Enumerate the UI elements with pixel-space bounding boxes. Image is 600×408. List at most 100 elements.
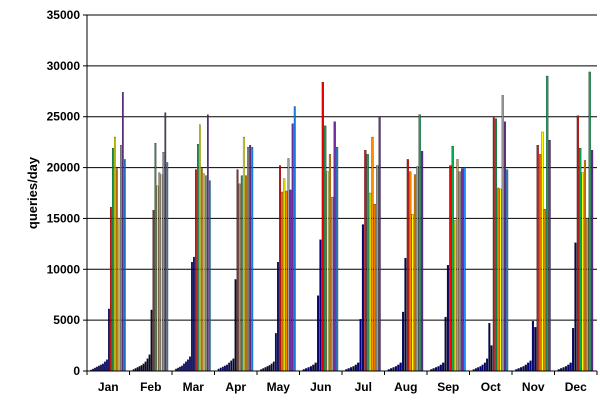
bar-mar-11: [197, 144, 199, 372]
bar-mar-8: [191, 262, 193, 372]
bar-aug-7: [404, 257, 407, 372]
bar-jul-12: [373, 204, 376, 372]
y-axis-label: queries/day: [25, 156, 40, 229]
bar-mar-9: [193, 256, 195, 372]
bar-mar-10: [195, 169, 197, 372]
bar-jun-3: [309, 366, 312, 372]
bar-feb-16: [164, 112, 167, 372]
bar-sep-4: [439, 364, 442, 372]
bar-feb-13: [158, 172, 161, 372]
bar-jan-7: [104, 361, 106, 372]
x-tick-label-sep: Sep: [437, 380, 459, 394]
bar-jun-5: [314, 362, 317, 372]
bar-jun-12: [331, 196, 334, 372]
bar-dec-4: [567, 364, 570, 372]
bar-feb-5: [142, 363, 145, 372]
bar-jul-2: [350, 367, 353, 372]
bar-apr-16: [251, 147, 254, 372]
bar-sep-7: [446, 265, 449, 372]
bar-apr-7: [232, 358, 235, 372]
bars: [90, 71, 594, 372]
bar-may-3: [266, 366, 269, 372]
bar-apr-12: [242, 136, 245, 372]
bar-jun-6: [317, 295, 320, 372]
bar-jan-16: [121, 92, 124, 372]
bar-oct-11: [497, 187, 500, 372]
bar-feb-11: [154, 143, 157, 372]
bar-may-14: [289, 189, 292, 372]
bar-jan-8: [106, 359, 108, 372]
bar-oct-2: [477, 367, 480, 372]
y-tick-label: 20000: [47, 161, 81, 175]
bar-dec-2: [562, 367, 565, 372]
bar-mar-17: [208, 180, 211, 372]
x-tick-label-dec: Dec: [565, 380, 587, 394]
bar-apr-10: [238, 183, 241, 372]
bar-jun-13: [333, 121, 336, 372]
bar-apr-8: [234, 279, 237, 372]
bar-nov-8: [534, 327, 537, 372]
bar-jun-14: [336, 147, 339, 372]
bar-jul-6: [359, 318, 362, 372]
bar-aug-11: [413, 174, 417, 372]
bar-sep-13: [461, 168, 464, 372]
bar-aug-14: [421, 151, 424, 372]
x-tick-label-oct: Oct: [481, 380, 501, 394]
bar-jan-11: [112, 148, 114, 372]
bar-may-11: [283, 178, 286, 372]
bar-jun-10: [326, 171, 329, 372]
bar-feb-3: [138, 366, 141, 372]
bar-mar-14: [203, 173, 205, 372]
bar-oct-12: [499, 188, 502, 372]
bar-apr-9: [236, 169, 239, 372]
bar-may-10: [281, 191, 284, 372]
x-tick-label-mar: Mar: [183, 380, 205, 394]
y-tick-label: 30000: [47, 59, 81, 73]
bar-oct-4: [481, 364, 484, 372]
bar-jan-6: [102, 363, 104, 372]
bar-jul-3: [352, 366, 355, 372]
bar-mar-2: [179, 366, 181, 372]
bar-jan-13: [116, 168, 118, 372]
bar-dec-5: [569, 362, 572, 372]
bar-oct-6: [486, 358, 489, 372]
bar-oct-10: [495, 118, 497, 372]
bar-may-7: [274, 333, 277, 372]
bar-apr-15: [249, 145, 252, 372]
bar-nov-3: [522, 366, 525, 372]
axes: [83, 14, 598, 375]
bar-nov-7: [531, 321, 534, 372]
bar-nov-2: [520, 367, 523, 372]
bar-may-4: [268, 365, 271, 372]
bar-jun-4: [312, 364, 315, 372]
bar-feb-17: [166, 162, 169, 372]
bar-feb-7: [146, 358, 149, 372]
bar-nov-4: [524, 364, 527, 372]
gridlines: [87, 14, 597, 321]
bar-nov-14: [548, 139, 551, 372]
bar-dec-13: [588, 71, 591, 372]
bar-jan-15: [120, 145, 122, 372]
bar-oct-9: [492, 117, 495, 372]
bar-feb-4: [140, 365, 143, 372]
bar-dec-10: [581, 172, 584, 372]
bar-may-13: [287, 158, 290, 372]
bar-jul-8: [364, 150, 367, 372]
bar-dec-9: [579, 148, 582, 372]
bar-mar-7: [189, 356, 191, 372]
bar-apr-2: [221, 366, 224, 372]
bar-sep-10: [454, 220, 457, 372]
bar-feb-2: [136, 367, 139, 372]
x-tick-label-feb: Feb: [140, 380, 161, 394]
bar-feb-9: [150, 309, 153, 372]
bar-aug-10: [411, 214, 414, 372]
bar-jul-5: [357, 362, 360, 372]
bar-jan-9: [108, 308, 110, 372]
bar-may-6: [272, 361, 275, 372]
bar-nov-9: [536, 145, 539, 372]
bar-jul-9: [366, 154, 369, 372]
bar-apr-11: [240, 175, 243, 372]
bar-jan-12: [114, 136, 116, 372]
bar-jan-4: [98, 365, 100, 372]
